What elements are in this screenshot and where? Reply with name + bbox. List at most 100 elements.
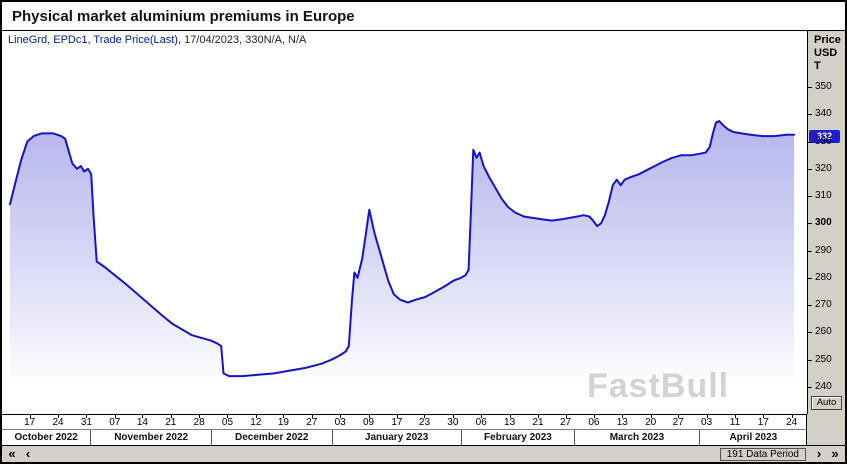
legend: LineGrd, EPDc1, Trade Price(Last), 17/04…: [8, 34, 306, 46]
month-region: April 2023: [698, 430, 807, 445]
x-tick-label: 12: [250, 417, 262, 428]
x-tick-label: 13: [504, 417, 516, 428]
x-tick-mark: [678, 415, 680, 418]
x-tick-label: 17: [757, 417, 769, 428]
x-tick-mark: [114, 415, 116, 418]
y-tick-mark: [808, 196, 812, 198]
title-bar: Physical market aluminium premiums in Eu…: [2, 2, 845, 31]
y-tick-label: 300: [815, 217, 832, 229]
y-tick-label: 320: [815, 162, 832, 174]
month-label: February 2023: [484, 432, 552, 443]
y-tick-mark: [808, 87, 812, 88]
x-tick-mark: [424, 415, 426, 418]
y-tick-label: 310: [815, 190, 832, 202]
x-tick-mark: [734, 415, 736, 418]
chart-region[interactable]: LineGrd, EPDc1, Trade Price(Last), 17/04…: [2, 31, 807, 414]
x-tick-mark: [283, 415, 285, 418]
x-tick-label: 03: [701, 417, 713, 428]
x-tick-mark: [142, 415, 144, 418]
x-tick-label: 17: [24, 417, 36, 428]
x-tick-mark: [593, 415, 595, 418]
x-tick-mark: [396, 415, 398, 418]
x-tick-mark: [86, 415, 88, 418]
y-tick-mark: [808, 277, 812, 279]
y-tick-mark: [808, 223, 812, 225]
x-tick-label: 21: [165, 417, 177, 428]
x-axis: 17 24 31 07 14 21 28 05 12 19 27 03 09 17 23 30 06 13 21 27…: [2, 414, 807, 429]
x-axis-months: October 2022 November 2022 December 2022 Ja…: [2, 429, 807, 445]
y-tick-mark: [808, 359, 812, 361]
y-tick-mark: [808, 114, 812, 116]
y-tick-label: 270: [815, 299, 832, 311]
x-tick-label: 30: [447, 417, 459, 428]
x-tick-label: 27: [306, 417, 318, 428]
month-region: October 2022: [2, 430, 90, 445]
x-tick-mark: [368, 415, 370, 418]
x-tick-label: 31: [80, 417, 92, 428]
month-label: March 2023: [609, 432, 665, 443]
scroll-right-button[interactable]: ›: [811, 447, 827, 462]
x-tick-label: 20: [645, 417, 657, 428]
x-tick-label: 09: [362, 417, 375, 428]
x-tick-label: 24: [52, 417, 64, 428]
x-tick-label: 07: [109, 417, 121, 428]
area-fill: [10, 121, 795, 388]
scroll-left-button[interactable]: ‹: [20, 447, 36, 462]
month-label: April 2023: [729, 432, 778, 443]
y-tick-label: 350: [815, 81, 832, 92]
x-tick-label: 27: [672, 417, 684, 428]
x-tick-label: 06: [475, 417, 487, 428]
y-tick-label: 280: [815, 271, 832, 283]
auto-scale-button[interactable]: Auto: [811, 396, 842, 410]
y-tick-mark: [808, 168, 812, 170]
x-tick-label: 21: [532, 417, 544, 428]
data-period-badge: 191 Data Period: [719, 447, 806, 461]
y-tick-mark: [808, 387, 812, 388]
x-tick-mark: [340, 415, 342, 418]
month-region: February 2023: [460, 430, 574, 445]
x-tick-mark: [170, 415, 172, 418]
month-region: March 2023: [574, 430, 699, 445]
y-tick-mark: [808, 250, 812, 252]
x-tick-label: 19: [277, 417, 289, 428]
x-tick-mark: [537, 415, 539, 418]
scroll-far-right-button[interactable]: »: [827, 447, 843, 462]
scroll-far-left-button[interactable]: «: [4, 447, 20, 462]
x-tick-mark: [481, 415, 483, 418]
x-tick-mark: [509, 415, 511, 418]
x-tick-label: 11: [729, 417, 741, 428]
x-tick-label: 23: [418, 417, 431, 428]
y-tick-label: 250: [815, 353, 832, 365]
y-tick-label: 290: [815, 244, 832, 256]
x-tick-mark: [58, 415, 60, 418]
x-tick-mark: [29, 415, 31, 418]
y-tick-mark: [808, 332, 812, 334]
x-tick-mark: [791, 415, 793, 418]
x-tick-label: 24: [786, 417, 798, 428]
price-area-chart[interactable]: [2, 31, 807, 414]
y-tick-mark: [808, 141, 812, 143]
y-tick-label: 260: [815, 326, 832, 338]
x-tick-label: 05: [221, 417, 234, 428]
price-line: [9, 120, 796, 378]
x-tick-mark: [622, 415, 624, 418]
page-title: Physical market aluminium premiums in Eu…: [12, 8, 355, 25]
x-tick-label: 17: [391, 417, 403, 428]
x-tick-label: 27: [559, 417, 572, 428]
y-tick-label: 330: [815, 135, 832, 147]
month-label: January 2023: [364, 432, 429, 443]
y-axis-title: Price USD T: [814, 34, 841, 72]
x-tick-mark: [565, 415, 567, 418]
y-tick-mark: [808, 305, 812, 307]
y-tick-label: 240: [815, 381, 832, 392]
time-scrollbar[interactable]: « ‹ 191 Data Period › »: [2, 445, 845, 462]
x-tick-mark: [199, 415, 201, 418]
x-tick-mark: [311, 415, 313, 418]
last-price-marker: 332: [809, 130, 840, 144]
x-tick-mark: [706, 415, 708, 418]
month-label: December 2022: [235, 432, 309, 443]
x-tick-label: 28: [193, 417, 205, 428]
x-tick-label: 13: [616, 417, 628, 428]
month-region: December 2022: [210, 430, 332, 445]
